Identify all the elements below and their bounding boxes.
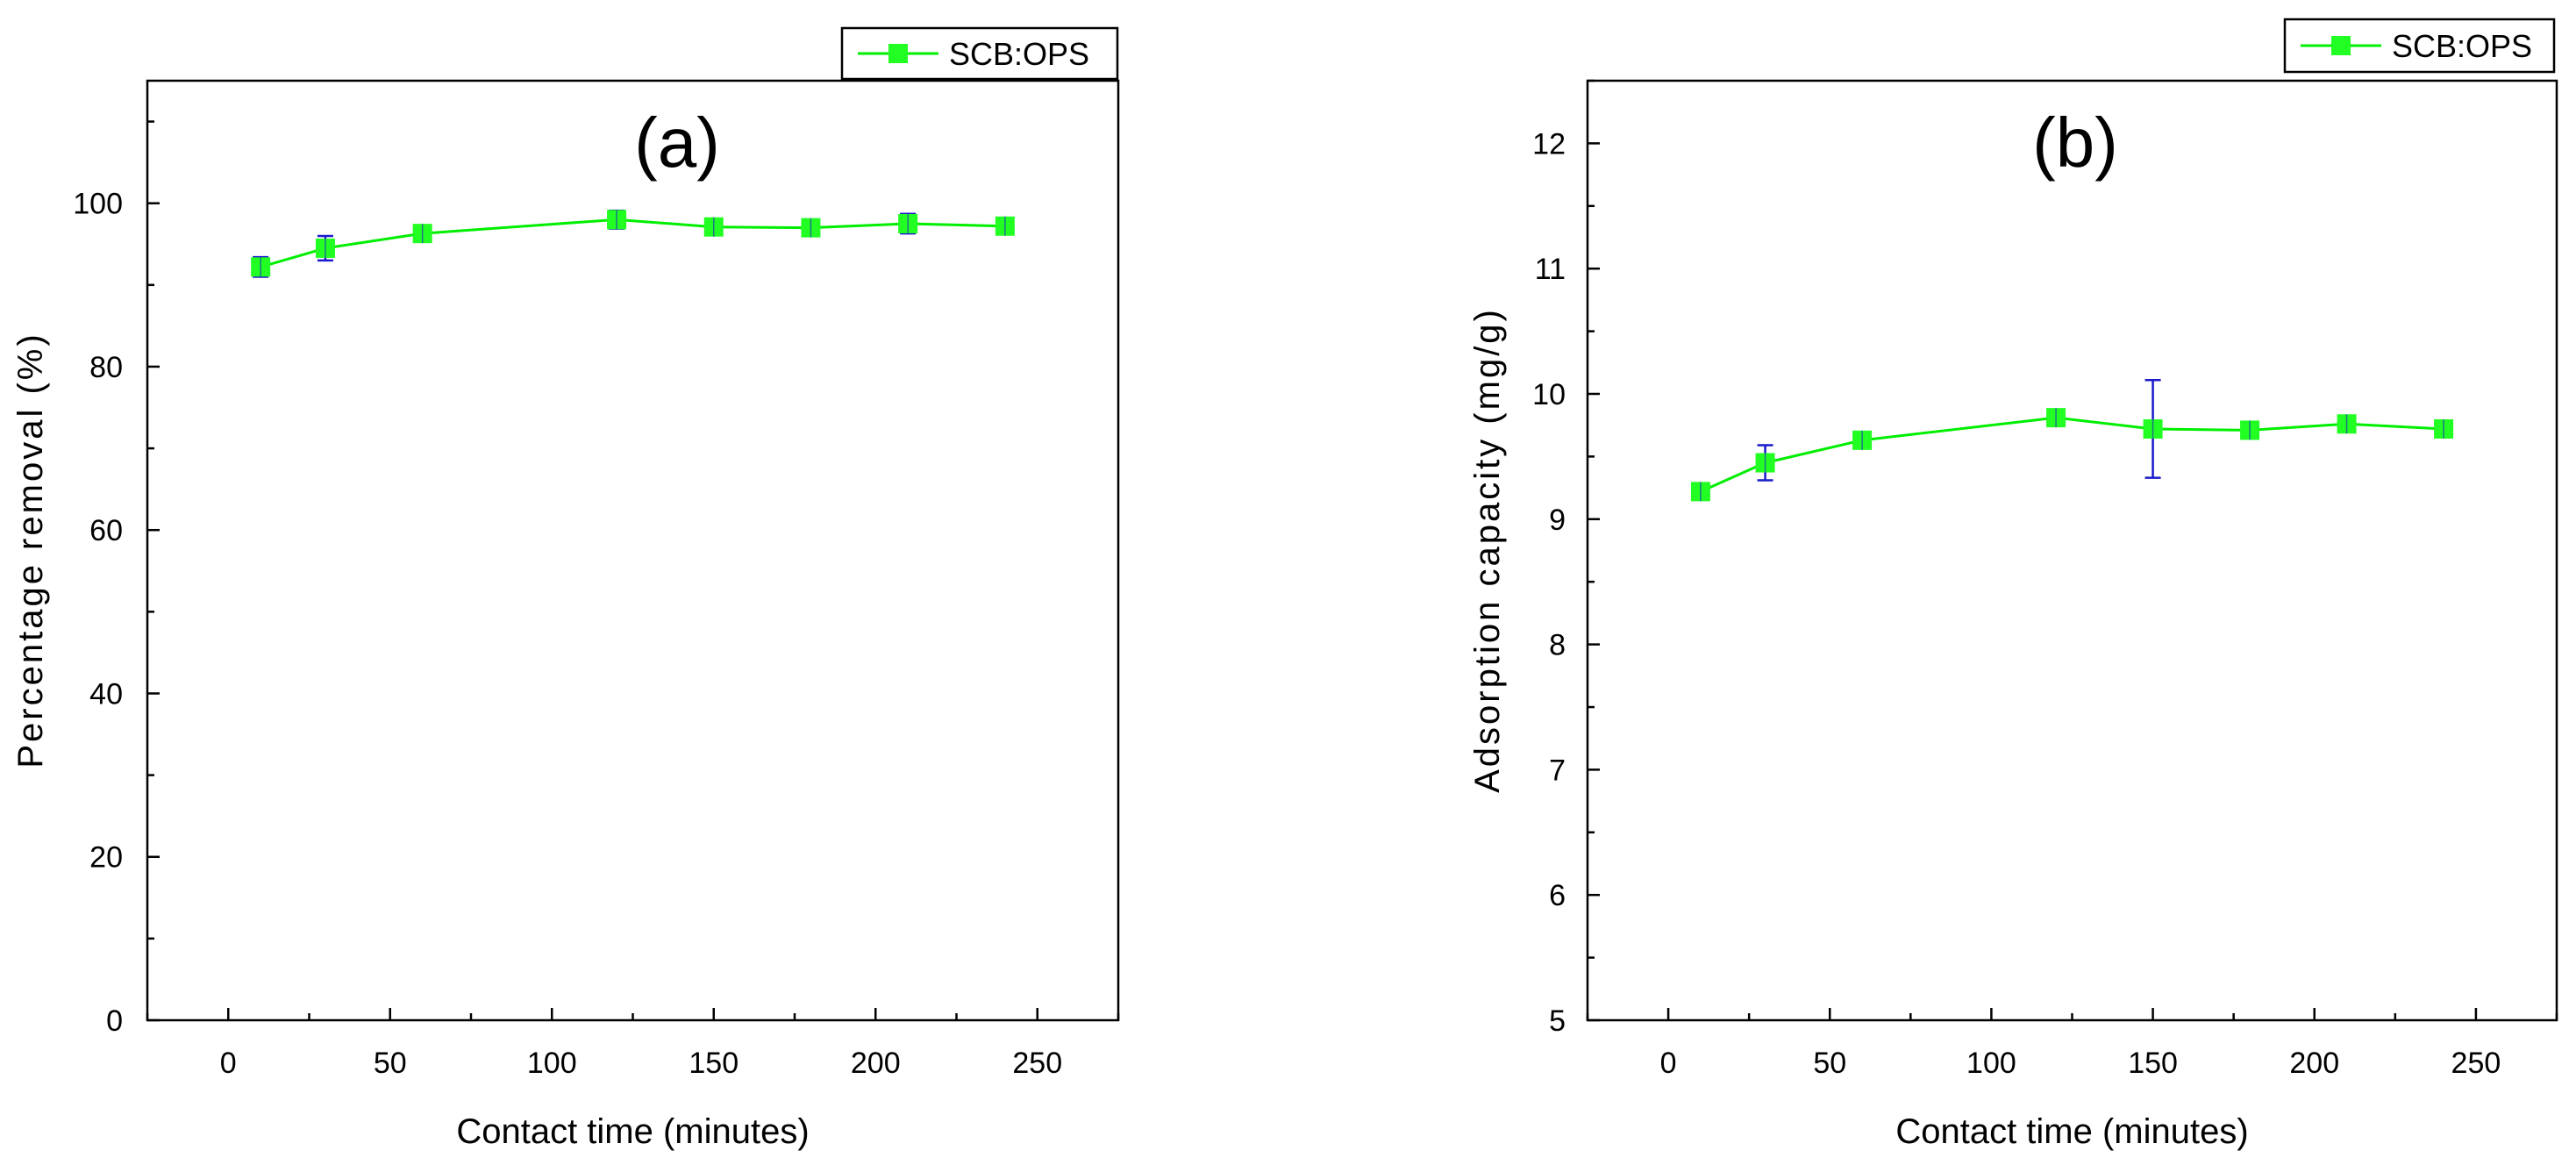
legend-label: SCB:OPS: [949, 36, 1089, 72]
x-tick-label: 150: [689, 1047, 739, 1080]
legend-marker: [888, 44, 908, 63]
x-tick-label: 200: [851, 1047, 901, 1080]
legend: SCB:OPS: [840, 26, 1119, 81]
y-tick-label: 7: [1549, 754, 1566, 787]
y-tick-label: 8: [1549, 629, 1566, 662]
y-tick-label: 9: [1549, 504, 1566, 537]
y-tick-label: 60: [89, 514, 123, 547]
series-line: [1700, 416, 2444, 493]
x-tick-label: 50: [1813, 1047, 1846, 1080]
x-tick-label: 250: [2451, 1047, 2501, 1080]
x-axis-label: Contact time (minutes): [456, 1112, 809, 1151]
y-axis-label: Adsorption capacity (mg/g): [1468, 307, 1507, 793]
x-tick-label: 0: [220, 1047, 237, 1080]
y-tick-label: 20: [89, 841, 123, 875]
panel-title: (b): [2032, 104, 2118, 182]
y-tick-label: 100: [73, 188, 123, 221]
y-tick-label: 12: [1532, 127, 1566, 161]
y-tick-label: 10: [1532, 378, 1566, 411]
panel-title: (a): [634, 104, 720, 182]
y-tick-label: 0: [106, 1004, 123, 1038]
legend-marker: [2331, 36, 2351, 55]
x-tick-label: 100: [527, 1047, 577, 1080]
series-0: [251, 209, 1015, 278]
y-tick-label: 5: [1549, 1004, 1566, 1038]
chart-panel-a: 0 50 100 150 200 250 0 20 40 60 80 100 Contact time …: [11, 26, 1120, 1151]
y-tick-label: 80: [89, 351, 123, 384]
y-tick-label: 40: [89, 677, 123, 711]
x-tick-label: 100: [1966, 1047, 2016, 1080]
chart-panel-b: 0 50 100 150 200 250 5 6 7 8 9 10 11 12 Contact time (…: [1468, 18, 2558, 1151]
x-tick-label: 50: [374, 1047, 407, 1080]
y-tick-label: 11: [1535, 253, 1566, 286]
x-tick-label: 150: [2128, 1047, 2178, 1080]
y-tick-label: 6: [1549, 879, 1566, 912]
x-axis-label: Contact time (minutes): [1895, 1112, 2248, 1151]
series-line: [260, 218, 1005, 268]
x-tick-label: 250: [1012, 1047, 1062, 1080]
legend-label: SCB:OPS: [2392, 28, 2532, 64]
series-0: [1690, 379, 2454, 502]
legend: SCB:OPS: [2283, 18, 2556, 74]
x-tick-label: 200: [2289, 1047, 2339, 1080]
x-tick-label: 0: [1660, 1047, 1677, 1080]
plot-frame: [1586, 79, 2558, 1022]
legend-box: [2283, 18, 2556, 74]
y-axis-label: Percentage removal (%): [11, 332, 50, 768]
